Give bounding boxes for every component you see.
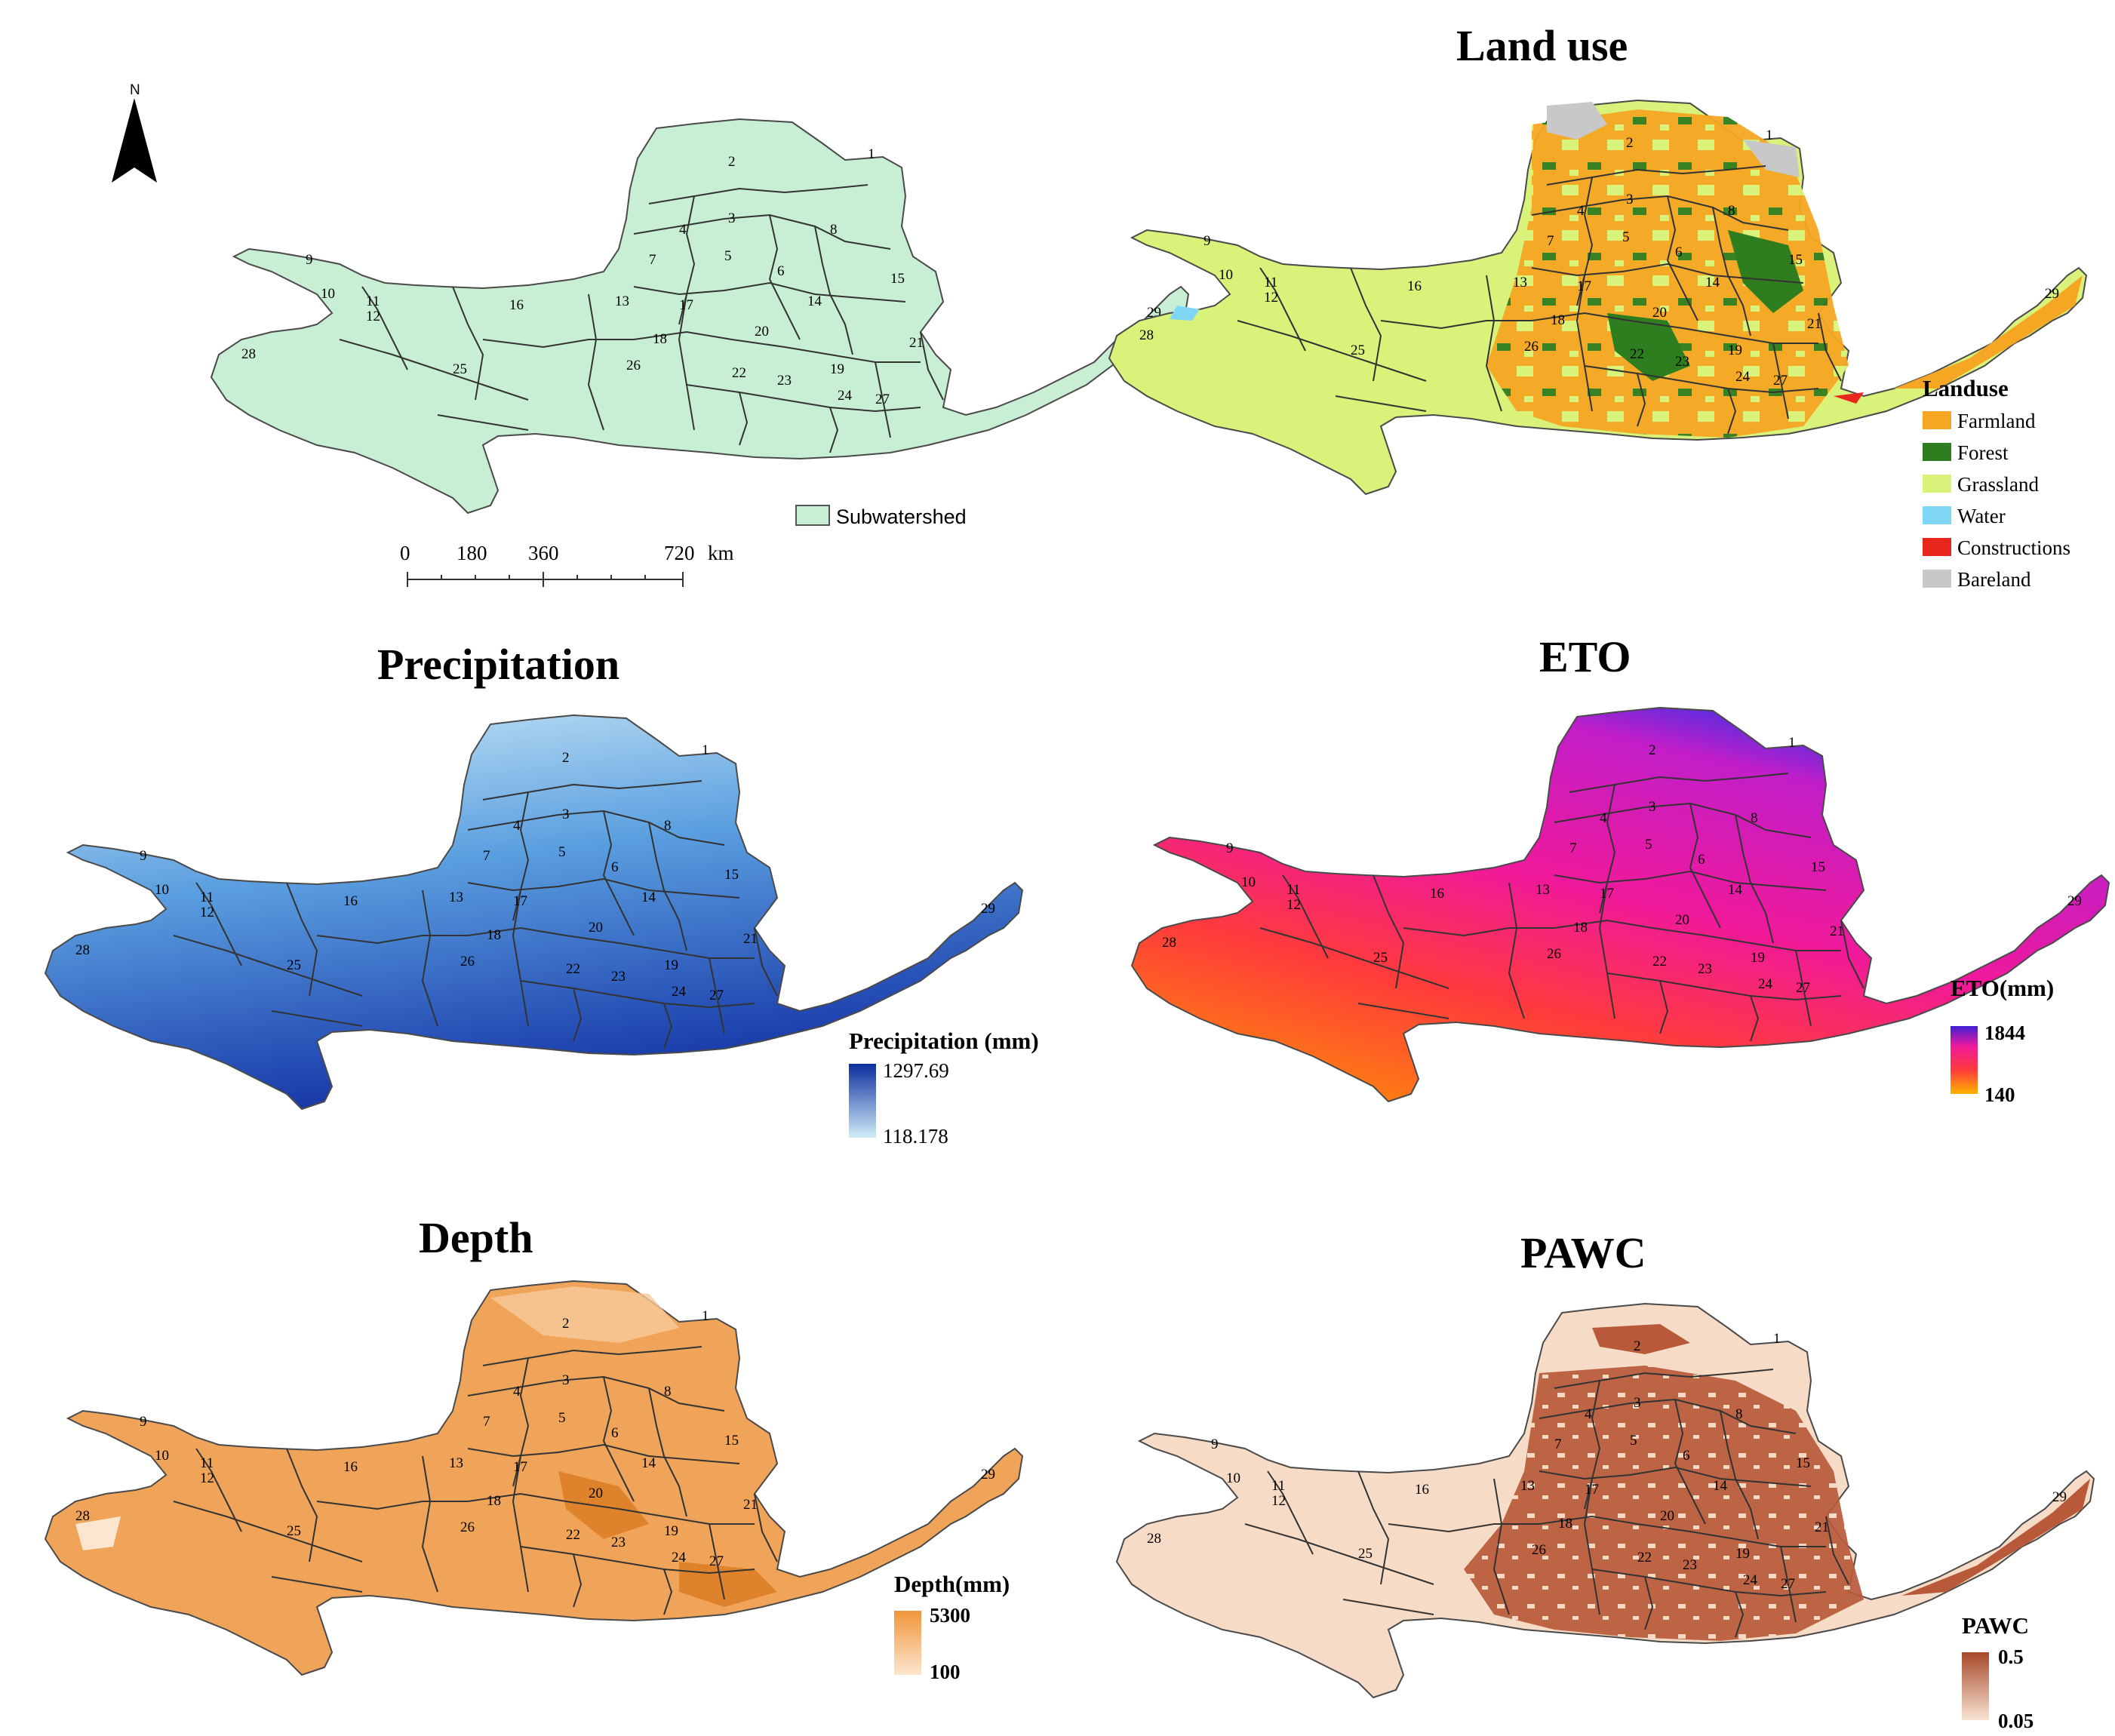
eto-legend-title: ETO(mm) [1951, 975, 2054, 1001]
landuse-label-bareland: Bareland [1957, 568, 2031, 591]
eto-title: ETO [1539, 632, 1631, 681]
precipitation-colorbar [849, 1064, 876, 1138]
precipitation-legend-title: Precipitation (mm) [849, 1028, 1039, 1054]
depth-map [45, 1280, 1023, 1676]
scale-tick-180: 180 [457, 542, 487, 564]
precipitation-max: 1297.69 [883, 1059, 949, 1082]
landuse-swatch-farmland [1923, 411, 1951, 429]
precipitation-panel: Precipitation Precipitation (mm) 1297.69… [45, 640, 1039, 1148]
depth-legend-title: Depth(mm) [894, 1571, 1010, 1597]
pawc-max: 0.5 [1998, 1645, 2024, 1668]
pawc-title: PAWC [1520, 1228, 1646, 1277]
depth-colorbar [894, 1611, 921, 1675]
eto-panel: ETO ETO(mm) 1844 140 [1131, 632, 2110, 1106]
eto-min: 140 [1984, 1083, 2015, 1106]
pawc-panel: PAWC PAWC 0.5 0.05 [1116, 1228, 2095, 1732]
subwatershed-legend: Subwatershed [795, 505, 967, 528]
landuse-label-grassland: Grassland [1957, 473, 2039, 496]
pawc-colorbar [1962, 1652, 1989, 1720]
eto-max: 1844 [1984, 1022, 2025, 1044]
landuse-swatch-water [1923, 506, 1951, 524]
pawc-map [1116, 1303, 2095, 1698]
precipitation-min: 118.178 [883, 1125, 948, 1148]
subwatershed-panel: N Subwatershed 0 180 360 720 [112, 82, 1189, 587]
landuse-swatch-grassland [1923, 475, 1951, 493]
subwatershed-map [211, 118, 1189, 514]
landuse-label-forest: Forest [1957, 441, 2009, 464]
scale-tick-720: 720 [664, 542, 695, 564]
scale-tick-360: 360 [528, 542, 559, 564]
depth-min: 100 [930, 1661, 961, 1683]
landuse-swatch-forest [1923, 443, 1951, 461]
depth-max: 5300 [930, 1604, 970, 1627]
eto-legend: ETO(mm) 1844 140 [1951, 975, 2054, 1106]
depth-title: Depth [419, 1213, 533, 1262]
landuse-label-farmland: Farmland [1957, 410, 2036, 432]
landuse-legend: Landuse Farmland Forest Grassland Water Cons… [1923, 375, 2070, 591]
pawc-legend: PAWC 0.5 0.05 [1962, 1612, 2034, 1732]
precipitation-legend: Precipitation (mm) 1297.69 118.178 [849, 1028, 1039, 1148]
landuse-label-water: Water [1957, 505, 2006, 527]
pawc-legend-title: PAWC [1962, 1612, 2029, 1639]
precipitation-title: Precipitation [377, 640, 619, 689]
pawc-min: 0.05 [1998, 1710, 2034, 1732]
landuse-swatch-constructions [1923, 538, 1951, 556]
scale-tick-0: 0 [400, 542, 410, 564]
north-label: N [130, 82, 140, 98]
scale-bar: 0 180 360 720 km [400, 542, 734, 587]
subwatershed-swatch [795, 505, 830, 526]
depth-legend: Depth(mm) 5300 100 [894, 1571, 1010, 1683]
scale-unit: km [708, 542, 734, 564]
landuse-title: Land use [1456, 21, 1628, 70]
landuse-label-constructions: Constructions [1957, 536, 2070, 559]
north-arrow-icon: N [112, 82, 157, 183]
depth-panel: Depth Depth(mm) 5300 100 [45, 1213, 1023, 1683]
landuse-legend-title: Landuse [1923, 375, 2009, 401]
landuse-map [1108, 100, 2087, 495]
eto-colorbar [1951, 1026, 1978, 1094]
landuse-swatch-bareland [1923, 570, 1951, 588]
subwatershed-legend-label: Subwatershed [836, 505, 967, 528]
landuse-panel: Land use Landuse Farmland Forest Grassland… [1108, 21, 2087, 591]
